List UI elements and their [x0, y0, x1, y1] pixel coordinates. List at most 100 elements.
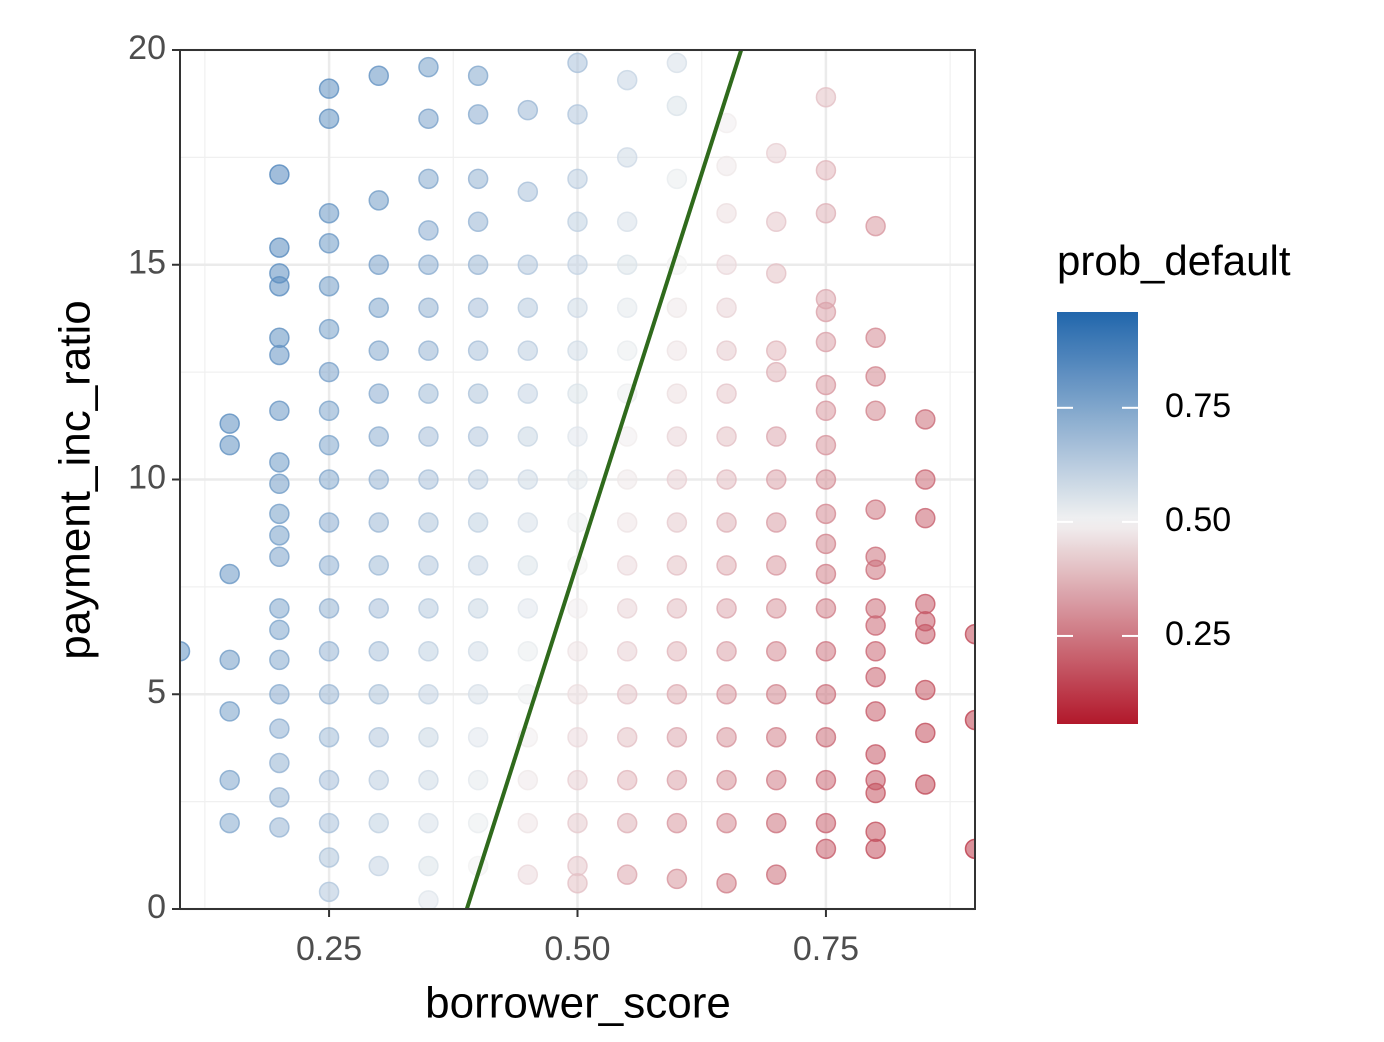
point	[865, 215, 886, 237]
point	[815, 641, 837, 662]
point	[766, 726, 787, 748]
point	[964, 709, 975, 731]
point	[318, 512, 340, 533]
point	[716, 555, 737, 576]
point	[865, 782, 886, 804]
point	[915, 722, 936, 744]
point	[865, 666, 886, 688]
point	[567, 812, 588, 834]
point	[269, 344, 290, 366]
point	[467, 104, 489, 125]
point	[418, 769, 439, 791]
point	[815, 301, 837, 323]
point	[467, 726, 489, 748]
point	[368, 512, 389, 533]
point	[418, 684, 439, 705]
point	[915, 469, 936, 490]
point	[616, 254, 638, 275]
point	[567, 254, 588, 275]
point	[666, 726, 688, 748]
point	[318, 641, 340, 662]
point	[318, 769, 340, 791]
point	[616, 641, 638, 662]
point	[418, 426, 439, 447]
point	[666, 769, 688, 791]
point	[467, 684, 489, 705]
point	[815, 374, 837, 396]
point	[418, 297, 439, 318]
point	[467, 812, 489, 834]
y-tick-label: 5	[147, 673, 166, 711]
point	[318, 400, 340, 422]
point	[815, 533, 837, 555]
point	[368, 426, 389, 447]
point	[318, 812, 340, 834]
point	[318, 684, 340, 705]
point	[219, 649, 240, 671]
point	[567, 872, 588, 894]
point	[766, 598, 787, 619]
point	[517, 297, 539, 318]
point	[418, 220, 439, 241]
point	[567, 469, 588, 490]
point	[269, 787, 290, 808]
point	[716, 684, 737, 705]
point	[716, 726, 737, 748]
point	[269, 546, 290, 568]
point	[269, 275, 290, 297]
point	[815, 400, 837, 422]
point	[865, 559, 886, 580]
point	[567, 855, 588, 877]
point	[766, 340, 787, 361]
point	[666, 555, 688, 576]
point	[368, 726, 389, 748]
point	[865, 838, 886, 860]
point	[666, 168, 688, 190]
point	[219, 812, 240, 834]
point	[616, 147, 638, 168]
colorbar-tick-label: 0.75	[1165, 387, 1231, 425]
point	[915, 593, 936, 615]
point	[467, 641, 489, 662]
point	[766, 142, 787, 164]
point	[915, 409, 936, 430]
point	[766, 211, 787, 233]
point	[517, 598, 539, 619]
point	[666, 641, 688, 662]
y-tick-label: 0	[147, 888, 166, 926]
y-tick-label: 20	[128, 29, 166, 67]
point	[418, 340, 439, 361]
point	[418, 812, 439, 834]
point	[815, 503, 837, 525]
point	[269, 718, 290, 739]
point	[467, 65, 489, 87]
point	[666, 512, 688, 533]
point	[368, 383, 389, 404]
point	[766, 641, 787, 662]
point	[269, 400, 290, 422]
point	[418, 254, 439, 275]
point	[766, 555, 787, 576]
point	[517, 99, 539, 121]
point	[269, 619, 290, 641]
x-tick-label: 0.75	[793, 930, 859, 968]
point	[616, 340, 638, 361]
point	[418, 469, 439, 490]
point	[269, 598, 290, 619]
point	[517, 340, 539, 361]
point	[180, 641, 191, 662]
point	[815, 812, 837, 834]
point	[567, 104, 588, 125]
point	[368, 769, 389, 791]
point	[318, 202, 340, 224]
point	[865, 641, 886, 662]
point	[964, 838, 975, 860]
point	[865, 327, 886, 349]
point	[766, 864, 787, 885]
point	[418, 855, 439, 877]
point	[318, 598, 340, 619]
point	[517, 469, 539, 490]
point	[865, 598, 886, 619]
point	[368, 812, 389, 834]
point	[418, 726, 439, 748]
